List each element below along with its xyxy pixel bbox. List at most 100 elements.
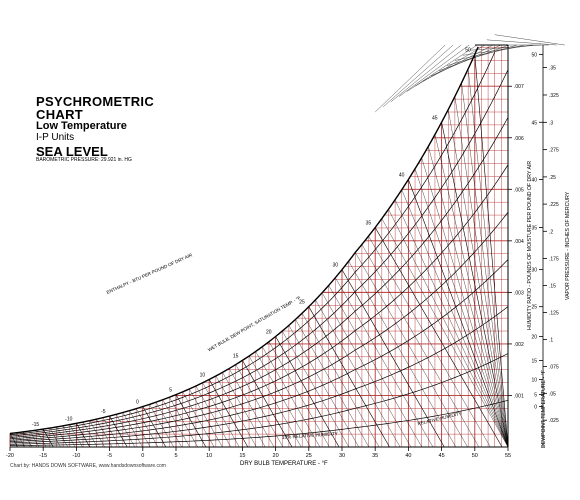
chart-title: PSYCHROMETRIC	[36, 94, 155, 109]
vp-tick-label: .3	[549, 120, 553, 126]
saturation-temp-label: 30	[332, 263, 338, 269]
enthalpy-line	[109, 415, 128, 448]
enthalpy-line	[414, 168, 509, 448]
x-tick-label: 10	[206, 453, 212, 459]
rh-curve-20	[9, 353, 509, 445]
enthalpy-line	[391, 44, 462, 102]
enthalpy-line	[255, 351, 311, 448]
dp-tick-label: 40	[531, 177, 537, 183]
x-tick-label: 35	[372, 453, 378, 459]
enthalpy-line	[69, 424, 83, 448]
enthalpy-line	[446, 44, 517, 66]
enthalpy-line	[381, 218, 509, 448]
enthalpy-line	[122, 412, 143, 448]
vp-tick-label: .025	[549, 418, 559, 424]
enthalpy-line	[76, 423, 91, 448]
rh-curve-90	[9, 52, 496, 436]
x-tick-label: -15	[39, 453, 47, 459]
saturation-temp-label: 15	[233, 353, 239, 359]
enthalpy-line	[375, 44, 446, 113]
rh-curve-30	[9, 306, 509, 444]
enthalpy-line	[388, 209, 509, 448]
rh-curve-50	[9, 212, 509, 441]
hr-tick-label: .005	[514, 187, 524, 193]
x-tick-label: -10	[72, 453, 80, 459]
enthalpy-line	[102, 417, 120, 448]
enthalpy-line	[116, 414, 135, 448]
enthalpy-line	[129, 410, 151, 448]
vp-tick-label: .25	[549, 175, 556, 181]
enthalpy-line	[408, 179, 509, 448]
dp-tick-label: 5	[534, 393, 537, 399]
dp-tick-label: 50	[531, 52, 537, 58]
hr-tick-label: .006	[514, 136, 524, 142]
enthalpy-line	[394, 199, 509, 448]
enthalpy-line	[42, 428, 54, 448]
chart-elevation: SEA LEVEL	[36, 144, 108, 159]
enthalpy-line	[430, 44, 502, 77]
rh-curve-60	[9, 164, 509, 440]
chart-credit: Chart by: HANDS DOWN SOFTWARE, www.hands…	[10, 463, 166, 469]
hr-tick-label: .003	[514, 290, 524, 296]
saturation-temp-label: 35	[366, 220, 372, 226]
x-tick-label: 25	[306, 453, 312, 459]
vp-tick-label: .05	[549, 391, 556, 397]
saturation-temp-label: 10	[200, 372, 206, 378]
enthalpy-line	[348, 261, 456, 448]
enthalpy-axis-label: ENTHALPY - BTU PER POUND OF DRY AIR	[106, 252, 194, 295]
enthalpy-line	[368, 236, 491, 448]
dp-tick-label: 45	[531, 120, 537, 126]
x-tick-label: 45	[439, 453, 445, 459]
saturation-curve	[9, 46, 479, 435]
humidity-ratio-axis-label: HUMIDITY RATIO - POUNDS OF MOISTURE PER …	[527, 160, 533, 330]
pressure-note: BAROMETRIC PRESSURE: 29.921 in. HG	[36, 157, 132, 163]
enthalpy-line	[208, 379, 249, 448]
x-tick-label: 15	[239, 453, 245, 459]
hr-tick-label: .001	[514, 393, 524, 399]
x-tick-label: 30	[339, 453, 345, 459]
axes	[10, 44, 544, 448]
enthalpy-line	[282, 330, 350, 448]
x-tick-label: -20	[6, 453, 14, 459]
vp-tick-label: .125	[549, 311, 559, 317]
saturation-temp-label: -5	[101, 409, 106, 415]
enthalpy-line	[321, 292, 412, 448]
rh-curve-80	[9, 69, 509, 437]
vp-tick-label: .325	[549, 93, 559, 99]
hr-tick-label: .002	[514, 342, 524, 348]
enthalpy-line	[96, 419, 113, 448]
enthalpy-line	[383, 44, 454, 107]
x-tick-label: 40	[405, 453, 411, 459]
x-axis-label: DRY BULB TEMPERATURE - °F	[240, 461, 328, 467]
enthalpy-line	[470, 44, 541, 51]
enthalpy-line	[56, 426, 68, 448]
vp-tick-label: .35	[549, 66, 556, 72]
hr-tick-label: .007	[514, 84, 524, 90]
vp-tick-label: .175	[549, 256, 559, 262]
saturation-temp-label: 50	[465, 47, 471, 53]
enthalpy-line	[374, 227, 503, 448]
enthalpy-line	[155, 402, 182, 448]
dp-tick-label: 30	[531, 268, 537, 274]
enthalpy-line	[302, 313, 380, 448]
saturation-temp-label: 40	[399, 172, 405, 178]
enthalpy-line	[248, 355, 302, 448]
x-tick-label: 20	[273, 453, 279, 459]
dp-tick-label: 10	[531, 377, 537, 383]
dewpoint-axis-label: DEWPOINT TEMPERATURE - °F	[541, 370, 547, 448]
x-tick-label: 0	[141, 453, 144, 459]
enthalpy-line	[401, 189, 509, 448]
saturation-temp-label: 20	[266, 329, 272, 335]
enthalpy-line	[448, 109, 509, 448]
tick-labels: -20 -15 -10 -5 0 5 10 15 20 25 30 35 40 45 50 55 .001 .00…	[6, 47, 559, 459]
enthalpy-line	[421, 157, 509, 448]
enthalpy-line	[215, 375, 257, 448]
dp-tick-label: 0	[534, 405, 537, 411]
enthalpy-line	[494, 34, 565, 46]
saturation-temp-label: 25	[299, 300, 305, 306]
rh-curve-10	[9, 399, 509, 446]
x-tick-label: 55	[505, 453, 511, 459]
enthalpy-line	[486, 39, 557, 46]
enthalpy-line	[89, 420, 105, 448]
vapor-pressure-axis-label: VAPOR PRESSURE - INCHES OF MERCURY	[565, 191, 571, 300]
